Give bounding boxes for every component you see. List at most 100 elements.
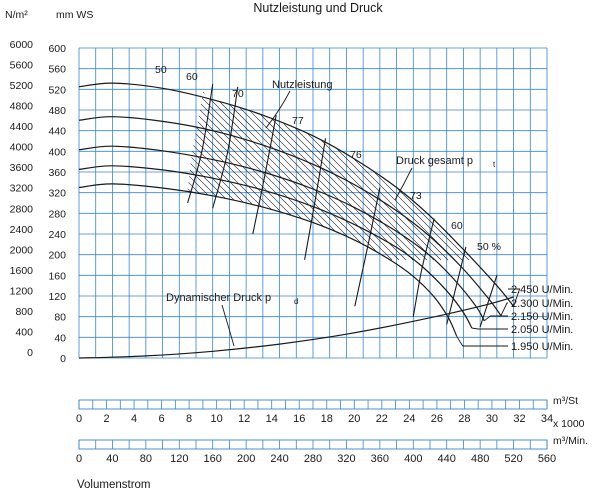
efficiency-label: 77 [292, 115, 304, 127]
hatch-stroke [186, 85, 253, 261]
label-leader-lines [221, 90, 521, 347]
y-tick-label-pa: 3600 [10, 162, 34, 174]
efficiency-label: 60 [451, 220, 463, 232]
x-scale-m3-per-min-tick-label: 480 [471, 453, 489, 465]
hatch-stroke [186, 85, 239, 261]
x-scale-m3-per-hour-tick-label: 4 [131, 413, 137, 425]
speed-label: 2.050 U/Min. [511, 324, 573, 336]
efficiency-label: 60 [186, 71, 198, 83]
hatch-stroke [524, 0, 600, 260]
hatch-stroke [503, 0, 600, 260]
hatch-stroke [186, 85, 358, 261]
hatch-stroke [411, 85, 489, 261]
y-tick-label-pa: 5200 [10, 80, 34, 92]
efficiency-label: 70 [232, 88, 244, 100]
y-tick-label-pa: 4400 [10, 121, 34, 133]
y-tick-label-pa: 400 [15, 326, 33, 338]
hatch-stroke [446, 85, 489, 261]
x-scale-m3-per-min-tick-label: 560 [538, 453, 556, 465]
hatch-stroke [587, 0, 600, 260]
x-scale-m3-per-hour-tick-label: 8 [186, 413, 192, 425]
y-tick-label-pa: 2400 [10, 224, 34, 236]
x-scale-m3-per-hour-tick-label: 28 [458, 413, 470, 425]
efficiency-label: 50 % [477, 241, 501, 253]
y-tick-label-pa: 3200 [10, 183, 34, 195]
hatch-stroke [186, 85, 386, 261]
x-scale-m3-per-min-tick-label: 120 [170, 453, 188, 465]
x-scale-m3-per-min-tick-label: 520 [504, 453, 522, 465]
efficiency-label: 73 [410, 190, 422, 202]
x-scale-m3-per-hour-tick-label: 0 [76, 413, 82, 425]
speed-leader-line [484, 315, 508, 322]
hatch-stroke [510, 0, 600, 260]
x-scale-m3-per-min-unit: m³/Min. [553, 435, 588, 447]
y-tick-label-mmws: 400 [48, 146, 66, 158]
y-tick-label-pa: 800 [15, 306, 33, 318]
speed-label: 2.300 U/Min. [511, 298, 573, 310]
nutzleistung-leader [265, 90, 291, 129]
annotation-dynamischer-druck-sub: d [294, 297, 298, 306]
hatch-stroke [545, 0, 600, 260]
hatch-stroke [355, 85, 489, 261]
efficiency-label: 76 [350, 149, 362, 161]
annotation-dynamischer-druck: Dynamischer Druck p [166, 292, 271, 304]
hatch-stroke [552, 0, 600, 260]
y-tick-label-mmws: 80 [54, 312, 66, 324]
hatch-stroke [186, 85, 421, 261]
efficiency-line-3 [304, 138, 327, 260]
hatch-stroke [186, 85, 365, 261]
y-tick-label-pa: 2000 [10, 244, 34, 256]
druck-gesamt-leader [394, 167, 413, 201]
annotation-druck-gesamt: Druck gesamt p [396, 155, 473, 167]
y-tick-label-mmws: 240 [48, 229, 66, 241]
chart-title: Nutzleistung und Druck [253, 1, 383, 15]
hatch-stroke [186, 85, 344, 261]
x-scale-m3-per-min-tick-label: 160 [204, 453, 222, 465]
x-scale-m3-per-hour-multiplier: x 1000 [553, 418, 585, 430]
speed-leader-line [471, 327, 508, 330]
annotation-nutzleistung: Nutzleistung [272, 79, 333, 91]
hatch-stroke [453, 85, 489, 261]
hatch-stroke [397, 85, 489, 261]
x-scale-m3-per-min-tick-label: 80 [140, 453, 152, 465]
x-scale-m3-per-hour-tick-label: 10 [211, 413, 223, 425]
x-scale-m3-per-hour-tick-label: 22 [376, 413, 388, 425]
y-tick-label-pa: 4000 [10, 142, 34, 154]
x-scale-m3-per-hour-unit: m³/St [553, 395, 578, 407]
dynamischer-druck-leader [221, 304, 235, 347]
speed-label: 2.450 U/Min. [511, 284, 573, 296]
y-tick-label-mmws: 520 [48, 84, 66, 96]
hatch-stroke [474, 85, 489, 261]
hatch-stroke [566, 0, 600, 260]
y-tick-label-pa: 6000 [10, 39, 34, 51]
hatch-stroke [186, 85, 393, 261]
efficiency-label: 50 [155, 64, 167, 76]
y-tick-label-mmws: 120 [48, 291, 66, 303]
efficiency-line-4 [354, 187, 381, 307]
plot-grid [78, 47, 548, 359]
x-scale-m3-per-min-tick-label: 200 [237, 453, 255, 465]
y-tick-label-mmws: 480 [48, 105, 66, 117]
y-tick-label-mmws: 200 [48, 250, 66, 262]
y-tick-label-mmws: 440 [48, 126, 66, 138]
y-tick-label-mmws: 0 [60, 353, 66, 365]
x-scale-m3-per-hour-tick-label: 20 [348, 413, 360, 425]
y-tick-label-mmws: 320 [48, 188, 66, 200]
efficiency-lines [187, 84, 498, 328]
x-scale-m3-per-hour-tick-label: 2 [103, 413, 109, 425]
x-scale-m3-per-hour-tick-label: 6 [159, 413, 165, 425]
annotation-druck-gesamt-sub: t [493, 160, 496, 169]
hatch-stroke [362, 85, 489, 261]
y-tick-label-pa: 0 [27, 347, 33, 359]
y-axis-unit-pa: N/m² [5, 9, 28, 21]
x-scale-m3-per-min-tick-label: 40 [106, 453, 118, 465]
efficiency-line-5 [412, 218, 435, 317]
x-scale-m3-per-min-tick-label: 280 [304, 453, 322, 465]
speed-label: 1.950 U/Min. [511, 341, 573, 353]
hatch-stroke [496, 0, 600, 260]
y-tick-label-pa: 4800 [10, 101, 34, 113]
hatch-stroke [186, 85, 400, 261]
x-scale-m3-per-hour-tick-label: 18 [321, 413, 333, 425]
hatch-stroke [580, 0, 600, 260]
